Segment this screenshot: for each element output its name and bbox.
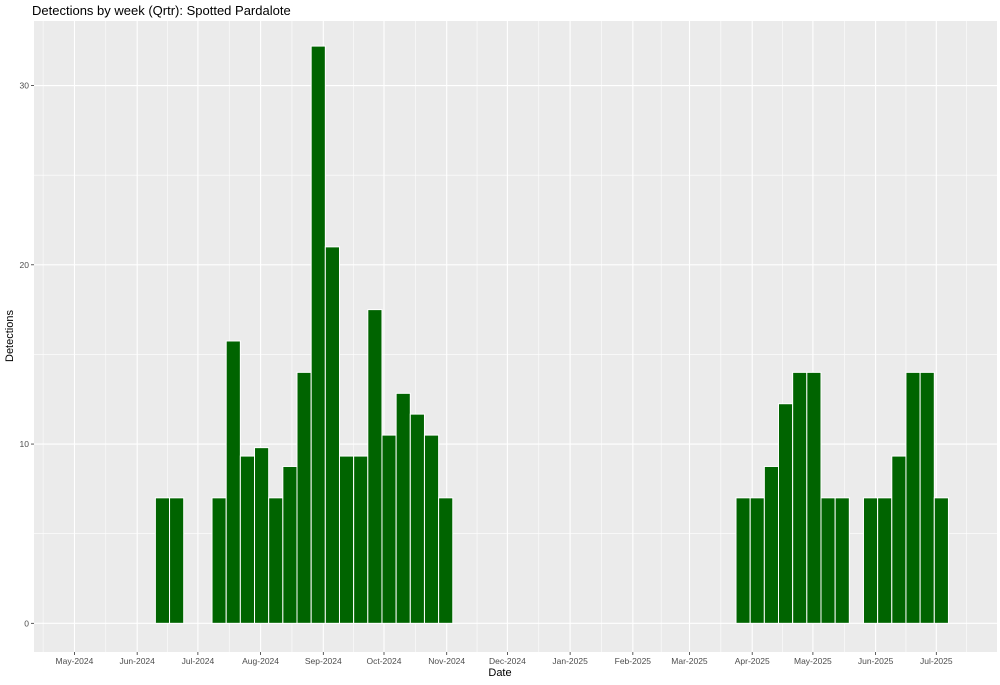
bar (749, 497, 765, 624)
bar (381, 434, 397, 624)
bar (296, 371, 312, 624)
bar (763, 465, 780, 624)
x-tick-label: Nov-2024 (428, 656, 465, 666)
y-tick-label: 30 (20, 81, 30, 91)
bar (423, 434, 440, 624)
x-tick-label: Mar-2025 (671, 656, 708, 666)
x-tick-label: Aug-2024 (242, 656, 279, 666)
bar (254, 447, 270, 624)
bar (367, 309, 383, 624)
x-tick-label: Apr-2025 (735, 656, 770, 666)
x-tick-label: Oct-2024 (367, 656, 402, 666)
y-tick-label: 0 (24, 618, 29, 628)
x-tick-label: Jun-2024 (119, 656, 155, 666)
bar (154, 497, 171, 624)
bar (792, 371, 808, 624)
y-tick-label: 20 (20, 260, 30, 270)
x-tick-label: Dec-2024 (489, 656, 526, 666)
bar (438, 497, 454, 624)
bar (933, 497, 949, 624)
bar (239, 455, 256, 624)
bar (169, 497, 185, 624)
x-tick-label: May-2025 (794, 656, 832, 666)
x-tick-label: Sep-2024 (305, 656, 342, 666)
x-axis: May-2024 Jun-2024 Jul-2024 Aug-2024 Sep-2024… (56, 652, 953, 666)
bar (919, 371, 935, 624)
bar (877, 497, 893, 624)
x-tick-label: Jan-2025 (552, 656, 588, 666)
x-tick-label: Feb-2025 (615, 656, 652, 666)
bar (820, 497, 836, 624)
x-tick-label: May-2024 (56, 656, 94, 666)
bar (778, 403, 794, 624)
bar (395, 392, 411, 624)
x-axis-title: Date (488, 667, 512, 679)
chart-title: Detections by week (Qrtr): Spotted Parda… (32, 3, 291, 18)
bars (154, 45, 949, 624)
x-tick-label: Jul-2024 (182, 656, 215, 666)
bar (834, 497, 850, 624)
bar (268, 497, 284, 624)
x-tick-label: Jun-2025 (858, 656, 894, 666)
bar (225, 340, 241, 624)
bar (211, 497, 227, 624)
bar (409, 413, 425, 624)
y-axis-title: Detections (4, 310, 16, 362)
bar (862, 497, 879, 624)
bar (806, 371, 822, 624)
bar (338, 455, 355, 624)
bar (282, 465, 298, 624)
y-tick-label: 10 (20, 439, 30, 449)
y-axis: 0 10 20 30 (20, 81, 34, 628)
x-tick-label: Jul-2025 (920, 656, 953, 666)
bar (891, 455, 907, 624)
bar (310, 45, 326, 624)
bar (905, 371, 921, 624)
bar (353, 455, 369, 624)
bar (735, 497, 751, 624)
bar (324, 246, 340, 624)
